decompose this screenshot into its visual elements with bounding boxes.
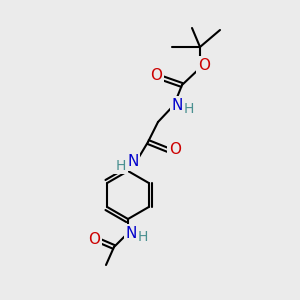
Text: H: H (138, 230, 148, 244)
Text: O: O (88, 232, 100, 247)
Text: N: N (125, 226, 137, 241)
Text: H: H (184, 102, 194, 116)
Text: O: O (169, 142, 181, 158)
Text: N: N (127, 154, 139, 169)
Text: N: N (171, 98, 183, 112)
Text: O: O (150, 68, 162, 83)
Text: O: O (198, 58, 210, 73)
Text: H: H (116, 159, 126, 173)
